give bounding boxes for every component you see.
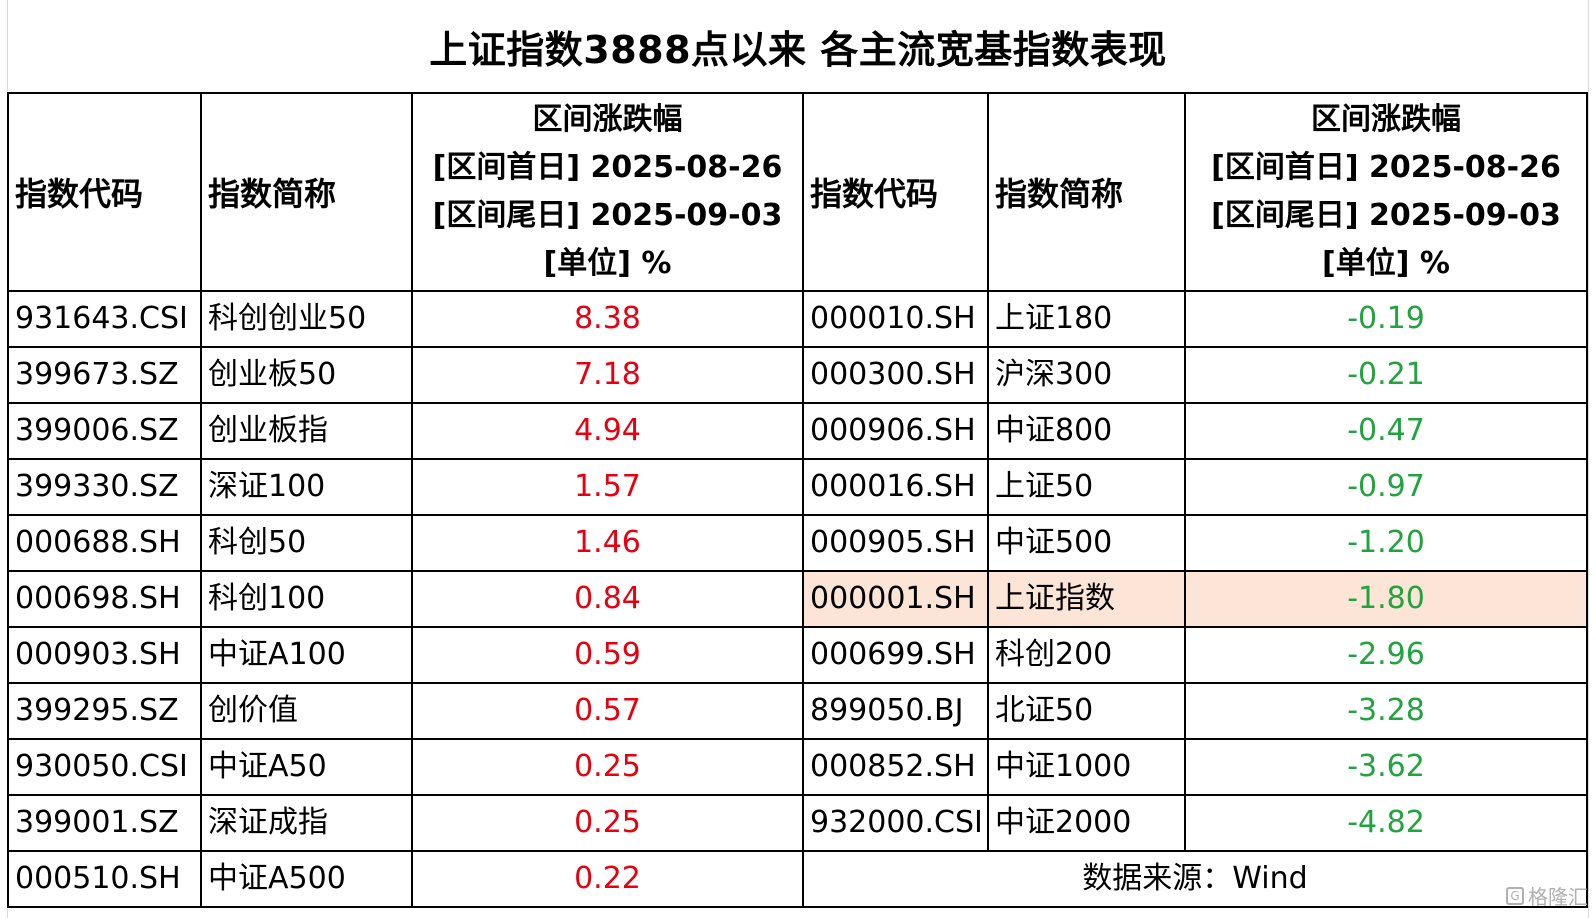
left-index-code: 000903.SH bbox=[7, 626, 202, 684]
header-range-title: 区间涨跌幅 bbox=[1311, 102, 1461, 137]
right-index-name: 上证180 bbox=[987, 290, 1186, 348]
right-index-code: 000010.SH bbox=[802, 290, 989, 348]
left-index-code: 931643.CSI bbox=[7, 290, 202, 348]
right-index-name: 中证800 bbox=[987, 402, 1186, 460]
left-index-code: 399330.SZ bbox=[7, 458, 202, 516]
left-range-change: 1.46 bbox=[411, 514, 804, 572]
right-index-code: 000016.SH bbox=[802, 458, 989, 516]
left-index-name: 科创创业50 bbox=[200, 290, 413, 348]
left-range-change: 0.84 bbox=[411, 570, 804, 628]
right-index-code: 000300.SH bbox=[802, 346, 989, 404]
right-index-name: 中证1000 bbox=[987, 738, 1186, 796]
table-row: 931643.CSI 科创创业50 8.38 000010.SH 上证180 -… bbox=[7, 290, 1588, 348]
right-range-change: -3.28 bbox=[1184, 682, 1588, 740]
left-index-code: 930050.CSI bbox=[7, 738, 202, 796]
table-row: 399001.SZ 深证成指 0.25 932000.CSI 中证2000 -4… bbox=[7, 794, 1588, 852]
left-range-change: 0.25 bbox=[411, 794, 804, 852]
left-index-name: 中证A500 bbox=[200, 850, 413, 908]
header-range-end: [区间尾日] 2025-09-03 bbox=[1211, 198, 1561, 233]
watermark-text: 格隆汇 bbox=[1528, 885, 1588, 909]
left-index-code: 399673.SZ bbox=[7, 346, 202, 404]
left-index-name: 科创100 bbox=[200, 570, 413, 628]
left-index-name: 中证A50 bbox=[200, 738, 413, 796]
left-range-change: 8.38 bbox=[411, 290, 804, 348]
header-index-name: 指数简称 bbox=[200, 92, 413, 292]
header-range-title: 区间涨跌幅 bbox=[532, 102, 683, 137]
left-range-change: 4.94 bbox=[411, 402, 804, 460]
right-index-name: 中证500 bbox=[987, 514, 1186, 572]
table-row: 000510.SH 中证A500 0.22 数据来源：Wind bbox=[7, 850, 1588, 908]
left-index-name: 创业板指 bbox=[200, 402, 413, 460]
right-index-code: 000906.SH bbox=[802, 402, 989, 460]
watermark: G 格隆汇 bbox=[1506, 881, 1588, 910]
left-range-change: 0.57 bbox=[411, 682, 804, 740]
header-row: 指数代码 指数简称 区间涨跌幅 [区间首日] 2025-08-26 [区间尾日]… bbox=[7, 92, 1588, 292]
right-range-change: -2.96 bbox=[1184, 626, 1588, 684]
left-range-change: 7.18 bbox=[411, 346, 804, 404]
right-index-name-highlighted: 上证指数 bbox=[987, 570, 1186, 628]
left-index-name: 科创50 bbox=[200, 514, 413, 572]
right-index-code: 899050.BJ bbox=[802, 682, 989, 740]
left-index-name: 创业板50 bbox=[200, 346, 413, 404]
table-row: 930050.CSI 中证A50 0.25 000852.SH 中证1000 -… bbox=[7, 738, 1588, 796]
right-index-name: 北证50 bbox=[987, 682, 1186, 740]
right-index-code: 000852.SH bbox=[802, 738, 989, 796]
right-index-name: 沪深300 bbox=[987, 346, 1186, 404]
right-index-name: 科创200 bbox=[987, 626, 1186, 684]
left-range-change: 0.25 bbox=[411, 738, 804, 796]
header-range-unit: [单位] % bbox=[1322, 246, 1450, 281]
watermark-logo-icon: G bbox=[1506, 886, 1524, 905]
table-row: 000903.SH 中证A100 0.59 000699.SH 科创200 -2… bbox=[7, 626, 1588, 684]
left-range-change: 1.57 bbox=[411, 458, 804, 516]
right-range-change: -4.82 bbox=[1184, 794, 1588, 852]
table-row: 399673.SZ 创业板50 7.18 000300.SH 沪深300 -0.… bbox=[7, 346, 1588, 404]
right-index-name: 中证2000 bbox=[987, 794, 1186, 852]
header-range-start: [区间首日] 2025-08-26 bbox=[432, 150, 783, 185]
left-index-name: 创价值 bbox=[200, 682, 413, 740]
table-row: 399006.SZ 创业板指 4.94 000906.SH 中证800 -0.4… bbox=[7, 402, 1588, 460]
header-range-change: 区间涨跌幅 [区间首日] 2025-08-26 [区间尾日] 2025-09-0… bbox=[411, 92, 804, 292]
left-index-code: 399006.SZ bbox=[7, 402, 202, 460]
table-row: 399295.SZ 创价值 0.57 899050.BJ 北证50 -3.28 bbox=[7, 682, 1588, 740]
right-range-change: -0.47 bbox=[1184, 402, 1588, 460]
right-index-code: 000905.SH bbox=[802, 514, 989, 572]
left-index-name: 深证成指 bbox=[200, 794, 413, 852]
left-index-code: 399001.SZ bbox=[7, 794, 202, 852]
right-index-code: 000699.SH bbox=[802, 626, 989, 684]
index-performance-table: 指数代码 指数简称 区间涨跌幅 [区间首日] 2025-08-26 [区间尾日]… bbox=[7, 92, 1588, 908]
header-range-start: [区间首日] 2025-08-26 bbox=[1211, 150, 1561, 185]
data-source-note: 数据来源：Wind bbox=[802, 850, 1588, 908]
table-row: 000698.SH 科创100 0.84 000001.SH 上证指数 -1.8… bbox=[7, 570, 1588, 628]
header-index-code: 指数代码 bbox=[7, 92, 202, 292]
left-range-change: 0.22 bbox=[411, 850, 804, 908]
table-row: 399330.SZ 深证100 1.57 000016.SH 上证50 -0.9… bbox=[7, 458, 1588, 516]
header-index-code: 指数代码 bbox=[802, 92, 989, 292]
header-range-end: [区间尾日] 2025-09-03 bbox=[432, 198, 783, 233]
right-range-change: -0.97 bbox=[1184, 458, 1588, 516]
right-range-change: -0.21 bbox=[1184, 346, 1588, 404]
sheet-gridline bbox=[1588, 0, 1589, 918]
left-index-code: 000698.SH bbox=[7, 570, 202, 628]
left-index-code: 000688.SH bbox=[7, 514, 202, 572]
right-range-change: -0.19 bbox=[1184, 290, 1588, 348]
left-index-code: 399295.SZ bbox=[7, 682, 202, 740]
page-title: 上证指数3888点以来 各主流宽基指数表现 bbox=[429, 27, 1167, 72]
left-index-code: 000510.SH bbox=[7, 850, 202, 908]
header-range-unit: [单位] % bbox=[543, 246, 672, 281]
right-range-change: -3.62 bbox=[1184, 738, 1588, 796]
right-range-change-highlighted: -1.80 bbox=[1184, 570, 1588, 628]
left-index-name: 深证100 bbox=[200, 458, 413, 516]
right-index-name: 上证50 bbox=[987, 458, 1186, 516]
right-range-change: -1.20 bbox=[1184, 514, 1588, 572]
left-index-name: 中证A100 bbox=[200, 626, 413, 684]
right-index-code-highlighted: 000001.SH bbox=[802, 570, 989, 628]
header-index-name: 指数简称 bbox=[987, 92, 1186, 292]
table-row: 000688.SH 科创50 1.46 000905.SH 中证500 -1.2… bbox=[7, 514, 1588, 572]
right-index-code: 932000.CSI bbox=[802, 794, 989, 852]
left-range-change: 0.59 bbox=[411, 626, 804, 684]
header-range-change: 区间涨跌幅 [区间首日] 2025-08-26 [区间尾日] 2025-09-0… bbox=[1184, 92, 1588, 292]
